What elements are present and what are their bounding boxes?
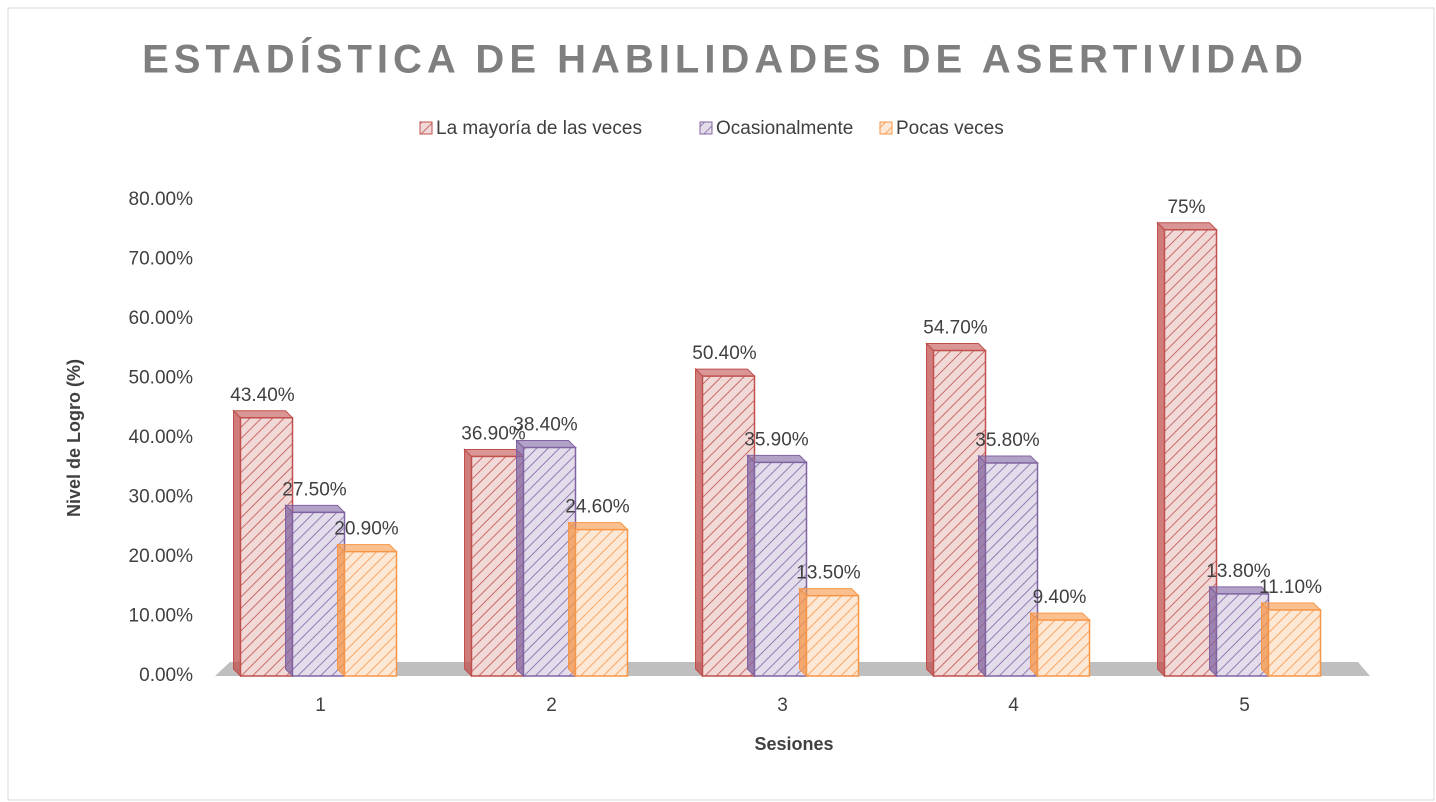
bar xyxy=(470,455,525,677)
bar-side xyxy=(695,367,703,678)
data-label: 9.40% xyxy=(1033,587,1087,608)
data-label: 43.40% xyxy=(230,385,295,406)
bar-top xyxy=(1260,602,1322,611)
bar-top xyxy=(336,544,398,553)
bar xyxy=(753,461,808,677)
bar-side xyxy=(568,521,576,678)
legend-swatch xyxy=(879,121,893,135)
bar-top xyxy=(232,410,294,419)
x-tick-label: 1 xyxy=(315,695,326,716)
bar-top xyxy=(798,588,860,597)
data-label: 50.40% xyxy=(692,343,757,364)
bar xyxy=(343,550,398,677)
bar-top xyxy=(515,440,577,449)
legend-swatch xyxy=(419,121,433,135)
bar-top xyxy=(977,455,1039,464)
bar-side xyxy=(799,587,807,678)
y-tick-label: 30.00% xyxy=(129,487,194,508)
y-tick-label: 10.00% xyxy=(129,606,194,627)
bar-top xyxy=(1029,612,1091,621)
bar-side xyxy=(1209,585,1217,678)
bar xyxy=(1215,593,1270,677)
x-tick-label: 2 xyxy=(546,695,557,716)
bar-side xyxy=(285,504,293,678)
x-tick-label: 5 xyxy=(1239,695,1250,716)
bar xyxy=(984,462,1039,677)
data-label: 38.40% xyxy=(513,415,578,436)
x-tick-label: 4 xyxy=(1008,695,1019,716)
bar xyxy=(239,417,294,677)
bar-top xyxy=(284,504,346,513)
x-tick-label: 3 xyxy=(777,695,788,716)
bar-side xyxy=(1157,221,1165,678)
data-label: 20.90% xyxy=(334,519,399,540)
data-label: 13.80% xyxy=(1206,561,1271,582)
legend-label: Ocasionalmente xyxy=(716,118,853,139)
bar-side xyxy=(337,543,345,678)
bar xyxy=(291,511,346,677)
y-tick-label: 20.00% xyxy=(129,546,194,567)
y-tick-label: 60.00% xyxy=(129,308,194,329)
x-axis-title: Sesiones xyxy=(754,734,833,754)
data-label: 75% xyxy=(1167,197,1205,218)
y-tick-label: 50.00% xyxy=(129,368,194,389)
bar-top xyxy=(463,448,525,457)
legend-label: Pocas veces xyxy=(896,118,1004,139)
bar-side xyxy=(926,342,934,678)
bar-side xyxy=(747,454,755,678)
bar xyxy=(805,594,860,677)
data-label: 36.90% xyxy=(461,423,526,444)
y-tick-label: 0.00% xyxy=(139,665,193,686)
data-label: 35.80% xyxy=(975,430,1040,451)
bar-top xyxy=(746,454,808,463)
data-label: 35.90% xyxy=(744,429,809,450)
data-label: 24.60% xyxy=(565,497,630,518)
data-label: 11.10% xyxy=(1259,577,1322,598)
bar-side xyxy=(516,439,524,678)
bar xyxy=(1163,229,1218,677)
y-tick-label: 80.00% xyxy=(129,189,194,210)
bar xyxy=(522,446,577,677)
bar-side xyxy=(1261,601,1269,678)
bar xyxy=(701,375,756,677)
legend-label: La mayoría de las veces xyxy=(436,118,642,139)
bar-side xyxy=(464,448,472,678)
bar-top xyxy=(567,522,629,531)
bar xyxy=(932,349,987,677)
data-label: 27.50% xyxy=(282,479,347,500)
y-tick-label: 40.00% xyxy=(129,427,194,448)
bar-side xyxy=(233,409,241,678)
bar xyxy=(1267,609,1322,677)
bar xyxy=(1036,619,1091,677)
bar-side xyxy=(1030,611,1038,678)
bar-top xyxy=(1156,222,1218,231)
chart-title: ESTADÍSTICA DE HABILIDADES DE ASERTIVIDA… xyxy=(142,37,1308,82)
bar-top xyxy=(925,343,987,352)
legend-swatch xyxy=(699,121,713,135)
bar xyxy=(574,528,629,677)
bar-top xyxy=(694,368,756,377)
data-label: 54.70% xyxy=(923,318,988,339)
y-axis-title: Nivel de Logro (%) xyxy=(64,359,84,517)
bar-side xyxy=(978,454,986,678)
data-label: 13.50% xyxy=(796,563,861,584)
y-tick-label: 70.00% xyxy=(129,249,194,270)
